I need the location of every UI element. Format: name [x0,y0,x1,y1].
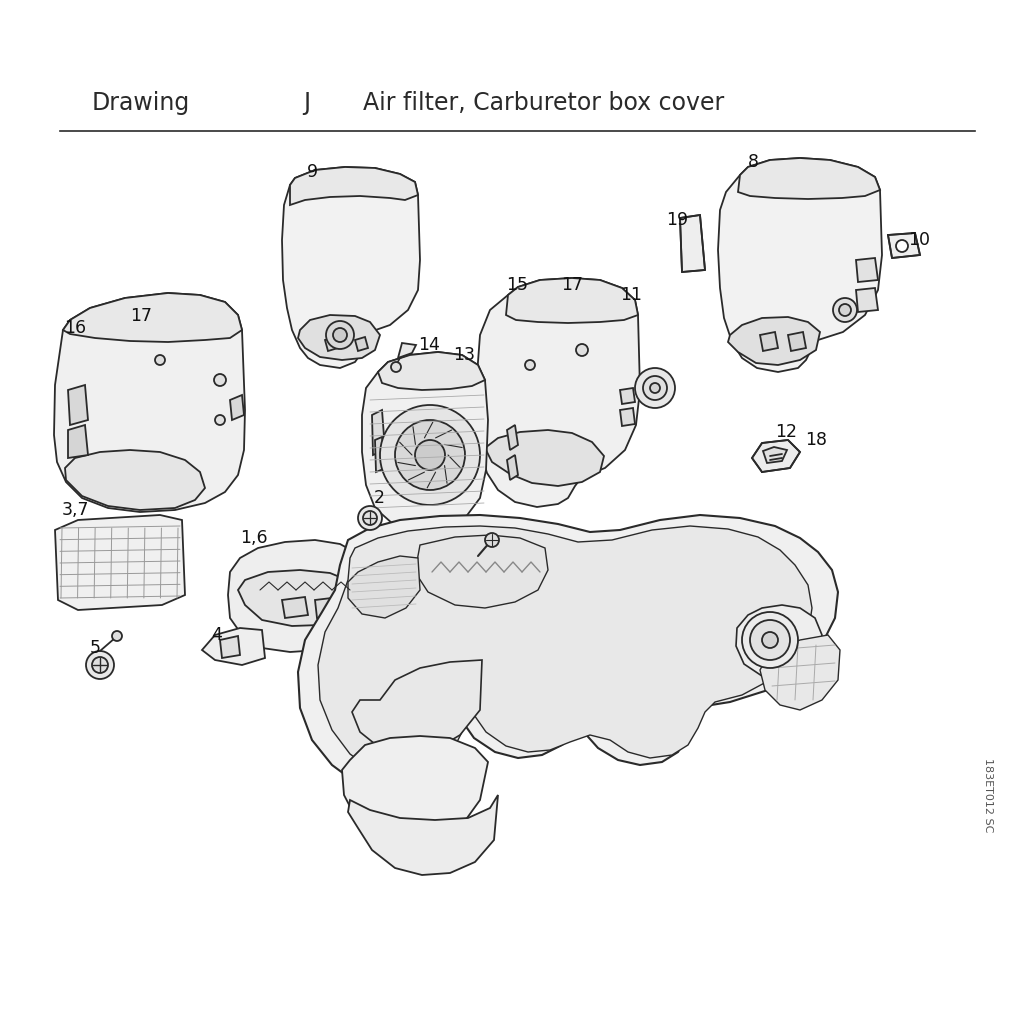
Polygon shape [54,293,245,512]
Circle shape [333,328,347,342]
Polygon shape [352,660,482,755]
Text: 17: 17 [561,276,583,294]
Polygon shape [202,628,265,665]
Polygon shape [315,597,342,618]
Circle shape [635,368,675,408]
Circle shape [380,406,480,505]
Circle shape [86,651,114,679]
Polygon shape [506,278,638,323]
Polygon shape [888,233,920,258]
Polygon shape [736,605,822,678]
Circle shape [362,511,377,525]
Polygon shape [298,315,380,360]
Circle shape [575,344,588,356]
Circle shape [358,506,382,530]
Polygon shape [228,540,368,652]
Polygon shape [348,556,420,618]
Polygon shape [398,343,416,358]
Polygon shape [355,337,368,351]
Circle shape [214,374,226,386]
Circle shape [485,534,499,547]
Polygon shape [220,636,240,658]
Text: Drawing: Drawing [92,91,190,115]
Polygon shape [238,570,355,626]
Polygon shape [738,158,880,199]
Polygon shape [63,293,242,342]
Polygon shape [282,167,420,368]
Circle shape [643,376,667,400]
Text: 12: 12 [775,423,797,441]
Text: 13: 13 [453,346,475,364]
Text: 2: 2 [374,489,385,507]
Polygon shape [378,352,485,390]
Polygon shape [760,635,840,710]
Circle shape [155,355,165,365]
Polygon shape [718,158,882,372]
Circle shape [896,240,908,252]
Polygon shape [728,317,820,365]
Circle shape [112,631,122,641]
Polygon shape [752,440,800,472]
Polygon shape [348,795,498,874]
Text: 9: 9 [307,163,318,181]
Polygon shape [65,450,205,510]
Polygon shape [485,430,604,486]
Polygon shape [342,736,488,845]
Text: 14: 14 [418,336,440,354]
Text: 15: 15 [506,276,528,294]
Polygon shape [507,425,518,450]
Circle shape [525,360,535,370]
Polygon shape [763,447,787,463]
Text: J: J [303,91,310,115]
Polygon shape [620,388,635,404]
Text: 17: 17 [130,307,152,325]
Text: 183ET012 SC: 183ET012 SC [983,758,993,833]
Polygon shape [856,288,878,312]
Polygon shape [290,167,418,205]
Text: 10: 10 [908,231,930,249]
Polygon shape [55,515,185,610]
Polygon shape [375,437,386,472]
Polygon shape [788,332,806,351]
Circle shape [839,304,851,316]
Polygon shape [477,278,640,507]
Text: 16: 16 [63,319,86,337]
Circle shape [92,657,108,673]
Polygon shape [372,410,385,455]
Polygon shape [325,337,338,351]
Text: 11: 11 [620,286,642,304]
Circle shape [742,612,798,668]
Text: 1,6: 1,6 [240,529,267,547]
Circle shape [833,298,857,322]
Text: 18: 18 [805,431,827,449]
Text: 3,7: 3,7 [62,501,89,519]
Polygon shape [282,597,308,618]
Circle shape [215,415,225,425]
Circle shape [395,420,465,490]
Circle shape [650,383,660,393]
Text: Air filter, Carburetor box cover: Air filter, Carburetor box cover [362,91,724,115]
Polygon shape [620,408,635,426]
Polygon shape [680,215,705,272]
Circle shape [762,632,778,648]
Polygon shape [298,515,838,790]
Circle shape [391,362,401,372]
Circle shape [415,440,445,470]
Polygon shape [415,535,548,608]
Polygon shape [68,425,88,458]
Polygon shape [760,332,778,351]
Polygon shape [856,258,878,282]
Text: 5: 5 [90,639,101,657]
Circle shape [750,620,790,660]
Polygon shape [362,352,488,534]
Text: 8: 8 [748,153,759,171]
Circle shape [326,321,354,349]
Polygon shape [507,455,518,480]
Text: 19: 19 [666,211,688,229]
Text: 4: 4 [211,626,222,644]
Polygon shape [68,385,88,425]
Polygon shape [230,395,244,420]
Polygon shape [318,526,812,778]
